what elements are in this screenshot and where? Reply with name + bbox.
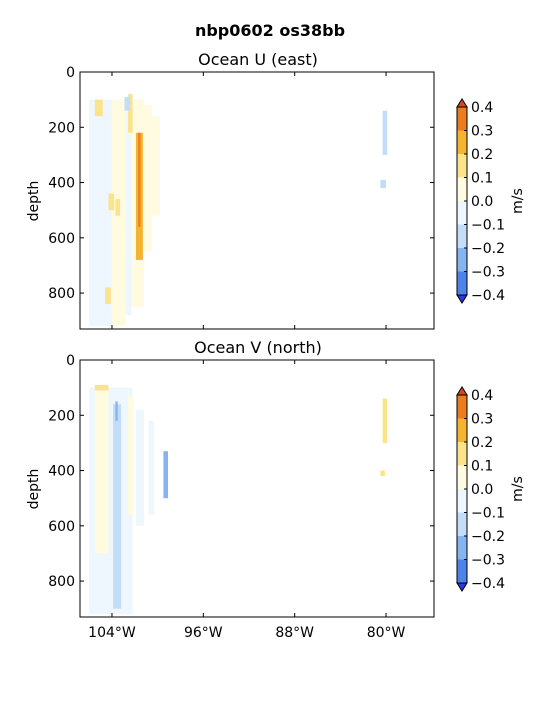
colorbar-label-u: m/s xyxy=(510,188,526,214)
colorbar-tick-label: 0.0 xyxy=(471,482,493,498)
colorbar-segment xyxy=(457,395,467,419)
colorbar-segment xyxy=(457,248,467,272)
colorbar-segment xyxy=(457,489,467,513)
contour-region xyxy=(136,409,144,526)
y-ticks-v: 0 200 400 600 800 xyxy=(48,353,434,590)
contour-region xyxy=(382,398,388,443)
colorbar-tick-label: −0.1 xyxy=(471,506,505,522)
colorbar-segment xyxy=(457,107,467,131)
colorbar-segment xyxy=(457,465,467,489)
colorbar-segment xyxy=(457,271,467,295)
colorbar-tick-label: 0.4 xyxy=(471,100,493,116)
contour-region xyxy=(151,116,160,216)
colorbar-tick-label: −0.4 xyxy=(471,576,505,592)
colorbar-label-v: m/s xyxy=(510,476,526,502)
colorbar-segment xyxy=(457,177,467,201)
panel-ocean-v: Ocean V (north) depth 0 200 400 600 800 104°… xyxy=(26,338,526,641)
x-tick-label: 96°W xyxy=(184,625,223,641)
colorbar-tick-label: 0.0 xyxy=(471,194,493,210)
y-tick-label: 0 xyxy=(66,65,75,81)
colorbar-segment xyxy=(457,442,467,466)
colorbar-segment xyxy=(457,559,467,583)
y-tick-label: 600 xyxy=(48,519,75,535)
figure-title: nbp0602 os38bb xyxy=(195,21,345,40)
contour-region xyxy=(115,401,118,421)
contour-region xyxy=(94,387,109,554)
colorbar-segment xyxy=(457,418,467,442)
contour-region xyxy=(143,105,152,252)
colorbar-tick-label: −0.2 xyxy=(471,241,505,257)
colorbar-segment xyxy=(457,201,467,225)
contour-region xyxy=(108,193,115,211)
colorbar-tick-label: −0.3 xyxy=(471,265,505,281)
colorbar-tick-label: 0.3 xyxy=(471,124,493,140)
colorbar-tick-label: 0.4 xyxy=(471,388,493,404)
colorbar-tick-label: 0.3 xyxy=(471,412,493,428)
contour-region xyxy=(128,395,134,515)
y-axis-label-v: depth xyxy=(26,469,42,510)
colorbar-segment xyxy=(457,512,467,536)
colorbar-extend-max xyxy=(456,386,468,396)
contour-region xyxy=(113,404,122,609)
contour-fill-v xyxy=(89,384,388,615)
colorbar-extend-min xyxy=(456,294,468,304)
y-tick-label: 400 xyxy=(48,464,75,480)
colorbar-tick-label: 0.1 xyxy=(471,459,493,475)
colorbar-tick-label: −0.2 xyxy=(471,529,505,545)
y-tick-label: 0 xyxy=(66,353,75,369)
colorbar-tick-label: 0.1 xyxy=(471,171,493,187)
colorbar-segment xyxy=(457,130,467,154)
contour-region xyxy=(125,105,132,316)
x-tick-label: 88°W xyxy=(275,625,314,641)
x-ticks-u xyxy=(111,72,387,329)
plot-frame-v xyxy=(79,359,435,618)
contour-region xyxy=(124,96,131,111)
colorbar-segment xyxy=(457,224,467,248)
contour-region xyxy=(380,179,386,189)
colorbar-tick-label: 0.2 xyxy=(471,147,493,163)
contour-region xyxy=(380,470,385,476)
colorbar-segment xyxy=(457,536,467,560)
y-tick-label: 800 xyxy=(48,286,75,302)
colorbar-tick-label: 0.2 xyxy=(471,435,493,451)
colorbar-v: 0.4 0.3 0.2 0.1 0.0 −0.1 −0.2 −0.3 −0.4 xyxy=(456,386,505,592)
y-tick-label: 800 xyxy=(48,574,75,590)
contour-region xyxy=(128,94,133,133)
panel-title-v: Ocean V (north) xyxy=(194,338,322,357)
y-tick-label: 200 xyxy=(48,120,75,136)
contour-region xyxy=(105,287,111,305)
y-tick-label: 400 xyxy=(48,176,75,192)
y-ticks-u: 0 200 400 600 800 xyxy=(48,65,434,302)
colorbar-u: 0.4 0.3 0.2 0.1 0.0 −0.1 −0.2 −0.3 −0.4 xyxy=(456,98,505,304)
x-tick-label: 104°W xyxy=(88,625,136,641)
y-axis-label-u: depth xyxy=(26,181,42,222)
x-ticks-v: 104°W 96°W 88°W 80°W xyxy=(88,360,406,641)
panel-title-u: Ocean U (east) xyxy=(198,50,318,69)
y-tick-label: 200 xyxy=(48,408,75,424)
contour-region xyxy=(94,384,109,391)
colorbar-extend-max xyxy=(456,98,468,108)
colorbar-tick-label: −0.4 xyxy=(471,288,505,304)
contour-region xyxy=(163,451,168,499)
contour-region xyxy=(148,420,155,515)
contour-fill-u xyxy=(89,94,388,327)
colorbar-extend-min xyxy=(456,582,468,592)
contour-region xyxy=(89,99,112,327)
colorbar-tick-label: −0.3 xyxy=(471,553,505,569)
plot-frame-u xyxy=(79,71,435,330)
contour-region xyxy=(94,99,103,117)
contour-region xyxy=(138,132,141,227)
colorbar-segment xyxy=(457,154,467,178)
y-tick-label: 600 xyxy=(48,231,75,247)
contour-region xyxy=(115,199,120,216)
colorbar-tick-label: −0.1 xyxy=(471,218,505,234)
contour-region xyxy=(382,110,388,155)
x-tick-label: 80°W xyxy=(367,625,406,641)
